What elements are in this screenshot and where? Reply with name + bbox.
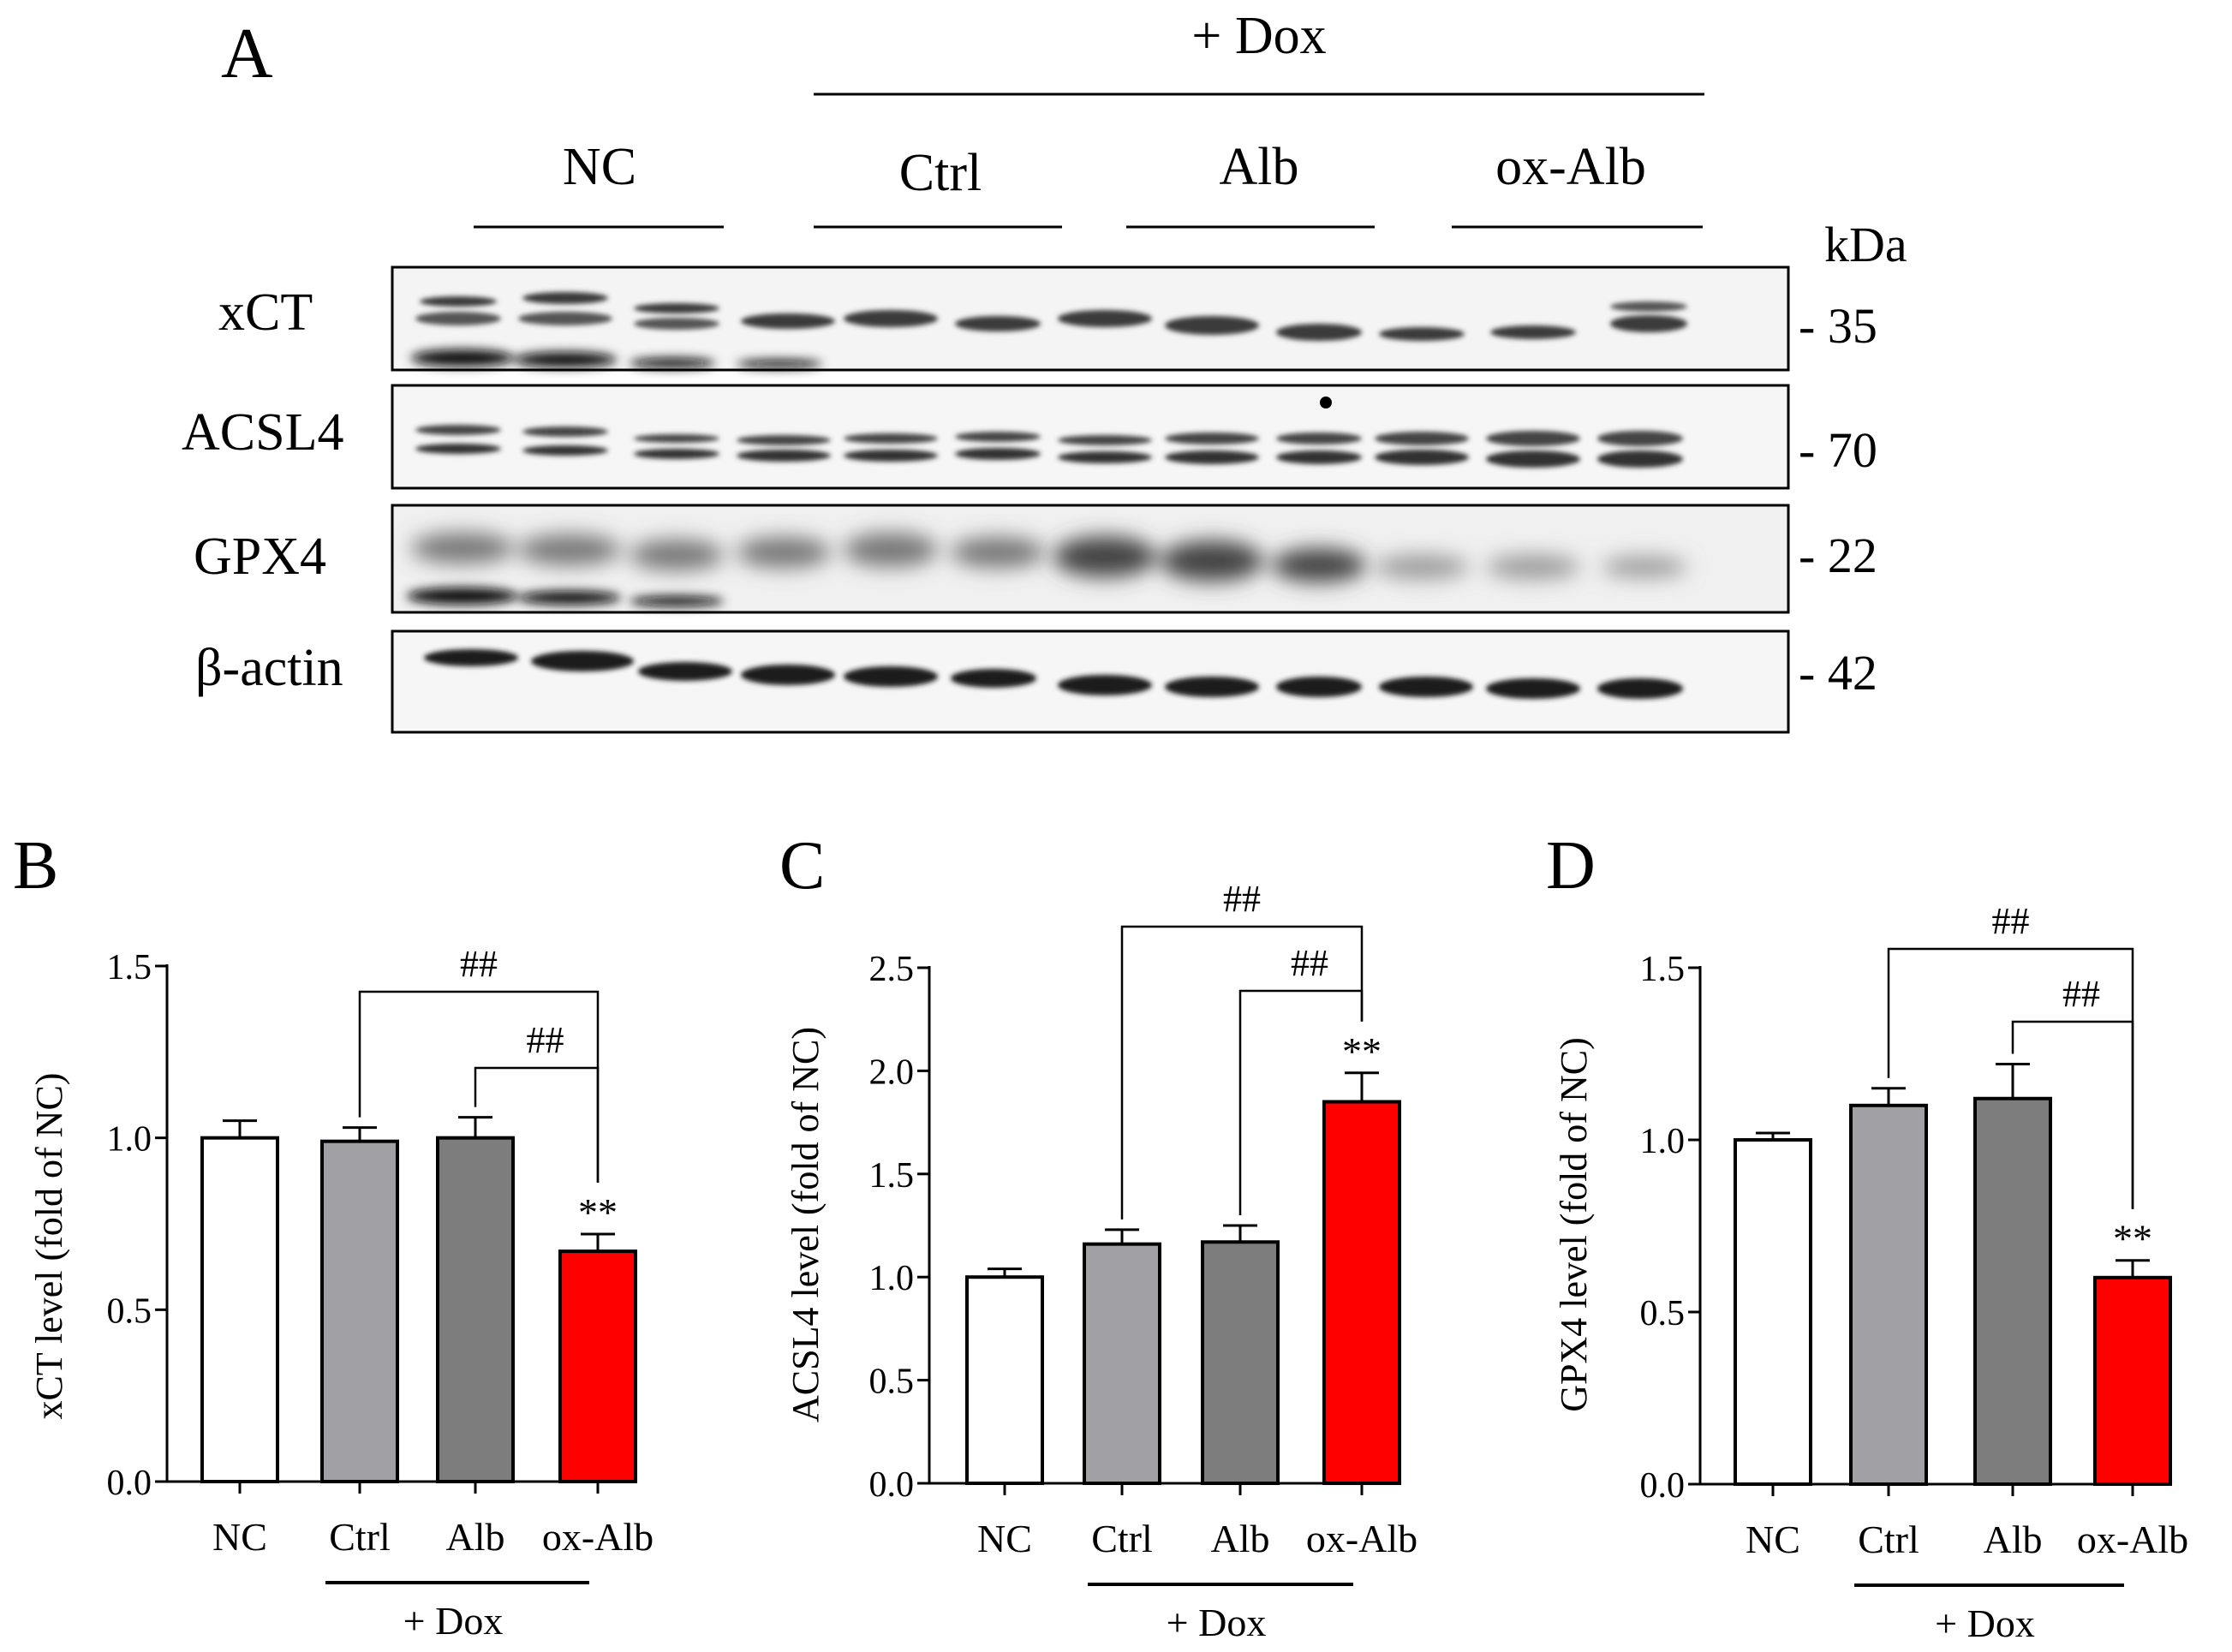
bracket-c-0: [1120, 925, 1364, 1220]
blot-gpx4: [391, 504, 1790, 614]
blot-label-gpx4: GPX4: [194, 528, 326, 586]
dox-label: + Dox: [1191, 7, 1326, 65]
bar-d-ctrl: [1849, 1103, 1928, 1487]
y-tick-label-d: 0.5: [1640, 1294, 1686, 1333]
bracket-label-d-1: ##: [2062, 973, 2100, 1015]
x-tick-label-c: NC: [977, 1517, 1032, 1560]
bar-c-alb: [1201, 1240, 1280, 1486]
x-tick-label-c: Alb: [1211, 1517, 1270, 1560]
bracket-c-1: [1238, 989, 1364, 1215]
panel-c-label: C: [779, 828, 825, 904]
kda-marker-beta-actin: - 42: [1799, 645, 1877, 701]
y-tick-label-d: 0.0: [1640, 1466, 1686, 1506]
bar-b-alb: [436, 1136, 515, 1483]
x-tick-label-d: ox-Alb: [2077, 1518, 2188, 1561]
significance-c: **: [1342, 1029, 1382, 1073]
dox-label-d: + Dox: [1935, 1601, 2035, 1645]
kda-marker-xct: - 35: [1799, 298, 1877, 354]
y-tick-label-c: 2.5: [869, 950, 915, 989]
bracket-label-c-0: ##: [1223, 878, 1261, 920]
panel-a: A + Dox NC Ctrl Alb ox-Alb kDa xCT ACSL4…: [182, 7, 1907, 734]
y-tick-label-c: 1.0: [869, 1259, 915, 1298]
y-tick-label-c: 0.0: [869, 1465, 915, 1505]
blot-label-beta-actin: β-actin: [195, 639, 343, 697]
significance-d: **: [2113, 1217, 2152, 1261]
group-label-nc: NC: [563, 138, 636, 196]
chart-d: D 0.0 0.5 1.0 1.5 GPX4 level (fold of NC) NC C…: [1546, 828, 2188, 1645]
y-tick-label-b: 0.5: [107, 1291, 152, 1331]
y-tick-label-d: 1.0: [1640, 1122, 1686, 1161]
y-tick-label-c: 1.5: [869, 1156, 915, 1196]
x-tick-label-b: ox-Alb: [542, 1515, 653, 1559]
x-tick-label-d: NC: [1746, 1518, 1800, 1561]
y-axis-label-b: xCT level (fold of NC): [28, 1073, 70, 1420]
bracket-label-b-1: ##: [527, 1019, 564, 1061]
bar-b-ctrl: [320, 1139, 399, 1484]
blot-acsl4: [391, 384, 1790, 490]
bar-b-nc: [200, 1136, 279, 1483]
bracket-label-c-1: ##: [1291, 942, 1328, 984]
dox-label-c: + Dox: [1167, 1601, 1267, 1644]
y-axis-label-d: GPX4 level (fold of NC): [1553, 1037, 1595, 1412]
bracket-d-1: [2011, 1020, 2134, 1209]
blot-xct: [391, 265, 1790, 372]
x-tick-label-d: Alb: [1984, 1518, 2043, 1561]
y-tick-label-d: 1.5: [1640, 950, 1686, 989]
bar-d-nc: [1734, 1138, 1812, 1486]
chart-b: B 0.0 0.5 1.0 1.5 xCT level (fold of NC) NC Ct…: [13, 828, 653, 1643]
kda-marker-acsl4: - 70: [1799, 422, 1877, 478]
bar-b-ox-alb: [558, 1249, 637, 1484]
bar-c-ox-alb: [1322, 1100, 1401, 1486]
bracket-label-b-0: ##: [460, 943, 498, 985]
y-tick-label-b: 0.0: [107, 1464, 152, 1503]
x-tick-label-b: Ctrl: [329, 1515, 391, 1559]
y-tick-label-b: 1.5: [107, 948, 152, 987]
bar-c-ctrl: [1083, 1242, 1161, 1485]
kda-marker-gpx4: - 22: [1799, 528, 1877, 583]
group-label-ctrl: Ctrl: [899, 144, 982, 202]
chart-c: C 0.0 0.5 1.0 1.5 2.0 2.5 ACSL4 level (fold of…: [779, 828, 1417, 1644]
y-tick-label-b: 1.0: [107, 1120, 152, 1160]
kda-label: kDa: [1824, 217, 1907, 272]
x-tick-label-c: ox-Alb: [1306, 1517, 1417, 1560]
blot-beta-actin: [391, 629, 1790, 734]
panel-b-label: B: [13, 828, 58, 904]
dox-label-b: + Dox: [403, 1599, 504, 1643]
bracket-label-d-0: ##: [1992, 900, 2030, 942]
x-tick-label-b: NC: [212, 1515, 267, 1559]
blot-label-acsl4: ACSL4: [182, 403, 343, 462]
y-tick-label-c: 2.0: [869, 1053, 915, 1092]
x-tick-label-b: Alb: [446, 1515, 505, 1559]
group-label-alb: Alb: [1220, 138, 1299, 196]
bracket-b-1: [474, 1066, 600, 1184]
y-tick-label-c: 0.5: [869, 1363, 915, 1402]
x-tick-label-c: Ctrl: [1091, 1517, 1153, 1560]
bar-d-alb: [1973, 1096, 2052, 1486]
panel-a-label: A: [221, 14, 273, 93]
panel-d-label: D: [1546, 828, 1596, 904]
y-axis-label-c: ACSL4 level (fold of NC): [785, 1027, 827, 1422]
bar-c-nc: [965, 1275, 1044, 1485]
significance-b: **: [578, 1190, 618, 1234]
blot-label-xct: xCT: [218, 283, 313, 342]
bar-d-ox-alb: [2093, 1275, 2172, 1487]
group-label-ox-alb: ox-Alb: [1495, 138, 1646, 196]
x-tick-label-d: Ctrl: [1858, 1518, 1919, 1561]
